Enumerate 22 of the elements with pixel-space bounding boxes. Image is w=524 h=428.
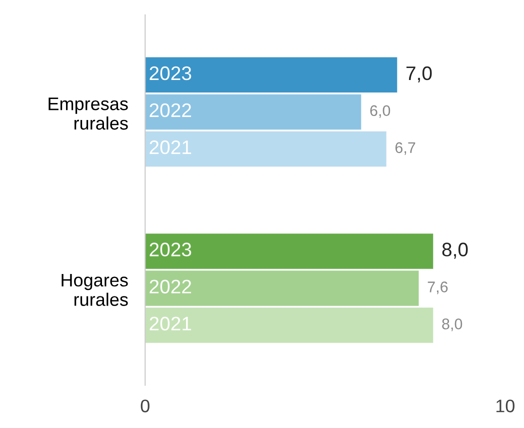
bar: [145, 270, 419, 306]
bar: [145, 234, 434, 269]
bar: [145, 308, 434, 343]
data-label: 6,7: [395, 142, 416, 155]
y-tick-label: Empresas rurales: [48, 98, 128, 130]
text: 2023: [150, 242, 192, 256]
data-label: 7,6: [428, 282, 448, 294]
series-label: 2021: [150, 140, 192, 154]
x-tick-label: 10: [496, 400, 514, 412]
text: 2021: [150, 316, 192, 330]
bar: [145, 131, 386, 167]
x-tick-label: 0: [140, 400, 150, 412]
data-label: 8,0: [442, 242, 468, 259]
bar: [145, 94, 362, 130]
series-label: 2023: [150, 66, 192, 80]
text: 2022: [150, 280, 192, 294]
bar: [145, 57, 398, 93]
series-label: 2022: [150, 103, 192, 118]
data-label: 6,0: [370, 105, 390, 118]
y-tick-label: Hogares rurales: [62, 274, 128, 306]
data-label: 7,0: [406, 66, 432, 82]
data-label: 8,0: [442, 318, 462, 332]
